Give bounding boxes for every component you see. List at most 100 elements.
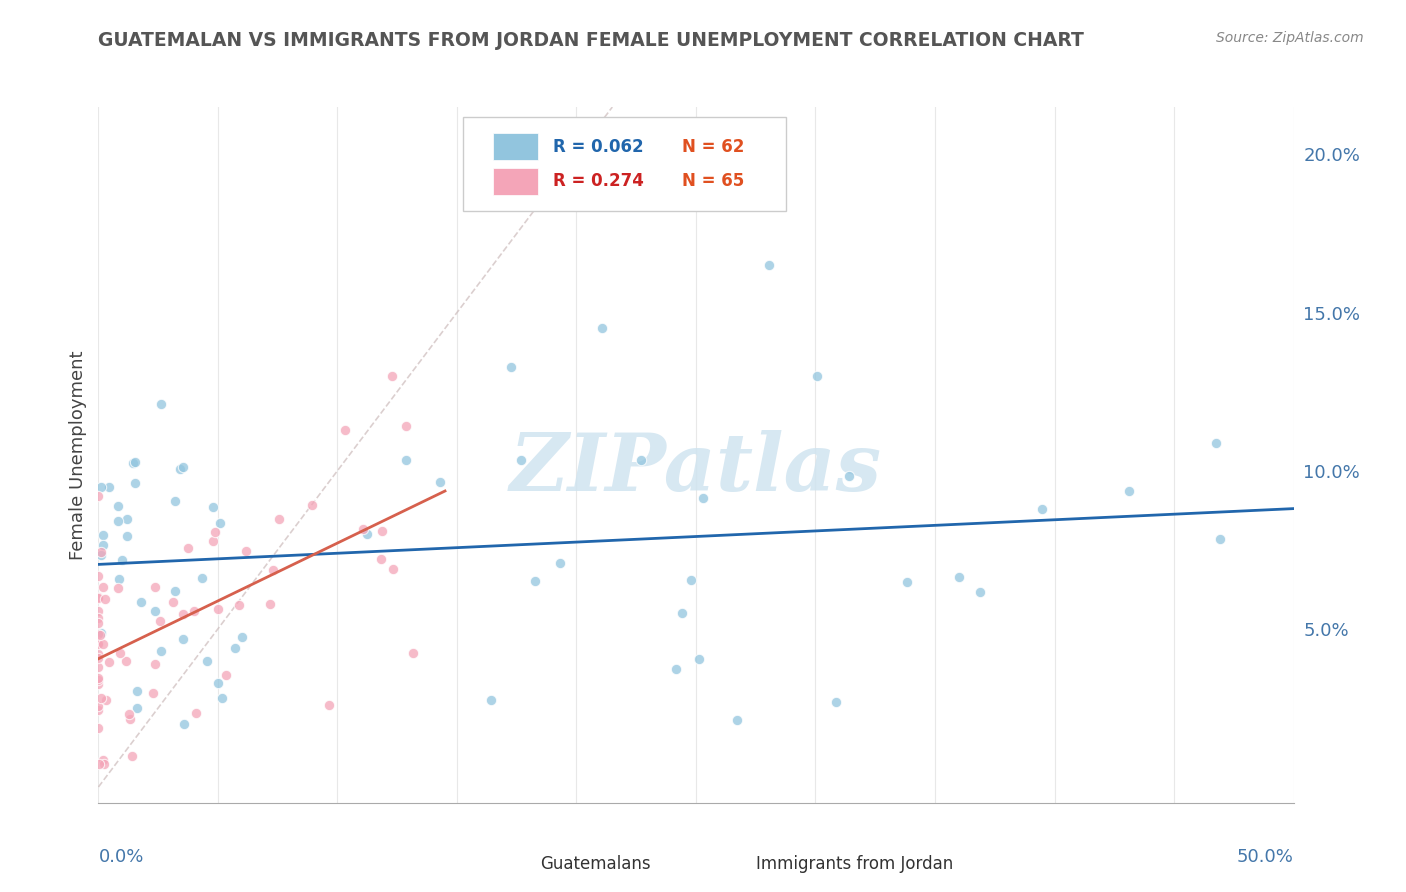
Point xyxy=(202,533,225,548)
Point xyxy=(107,572,129,586)
Point xyxy=(93,756,115,771)
Point xyxy=(177,541,200,555)
FancyBboxPatch shape xyxy=(494,854,531,874)
Point xyxy=(679,573,702,587)
Point xyxy=(208,516,231,531)
Point xyxy=(90,690,112,705)
Point xyxy=(352,522,374,536)
Point xyxy=(591,321,613,335)
Point xyxy=(94,693,117,707)
Point xyxy=(107,499,129,513)
Point xyxy=(382,562,405,576)
Point xyxy=(301,498,323,512)
Text: N = 65: N = 65 xyxy=(682,172,744,191)
Point xyxy=(121,456,143,470)
Point xyxy=(98,480,121,494)
Point xyxy=(142,686,165,700)
Point xyxy=(318,698,340,713)
Point xyxy=(87,721,110,735)
Point xyxy=(1205,436,1227,450)
Point xyxy=(87,603,110,617)
Point xyxy=(169,462,191,476)
Point xyxy=(114,654,136,668)
Point xyxy=(87,677,110,691)
Point xyxy=(224,640,246,655)
Point xyxy=(186,706,208,721)
Point xyxy=(87,699,110,714)
Point xyxy=(87,635,110,649)
Point xyxy=(87,757,110,772)
Point xyxy=(183,604,205,618)
Point xyxy=(235,544,257,558)
Point xyxy=(120,712,142,726)
Text: R = 0.062: R = 0.062 xyxy=(553,137,643,156)
Point xyxy=(202,500,225,514)
Point xyxy=(630,453,652,467)
Point xyxy=(758,258,780,272)
Point xyxy=(97,655,120,669)
Point xyxy=(121,749,143,764)
Point xyxy=(107,581,129,595)
Point xyxy=(143,604,166,618)
Point xyxy=(87,650,110,665)
Point xyxy=(91,753,114,767)
Point xyxy=(173,716,195,731)
Point xyxy=(370,524,392,538)
Point xyxy=(725,713,748,727)
Point xyxy=(143,657,166,671)
Point xyxy=(479,693,502,707)
Text: Source: ZipAtlas.com: Source: ZipAtlas.com xyxy=(1216,31,1364,45)
Point xyxy=(499,360,522,375)
Point xyxy=(89,628,111,642)
Point xyxy=(87,626,110,640)
Text: R = 0.274: R = 0.274 xyxy=(553,172,644,191)
Point xyxy=(89,545,111,559)
Point xyxy=(124,455,146,469)
Y-axis label: Female Unemployment: Female Unemployment xyxy=(69,351,87,559)
Point xyxy=(211,691,233,706)
Point xyxy=(110,553,132,567)
Point xyxy=(115,529,138,543)
Point xyxy=(90,548,112,562)
Text: Guatemalans: Guatemalans xyxy=(540,855,651,873)
Point xyxy=(87,591,110,605)
Point xyxy=(523,574,546,588)
Point xyxy=(117,512,139,526)
Point xyxy=(548,556,571,570)
FancyBboxPatch shape xyxy=(494,134,538,160)
Point xyxy=(172,459,194,474)
Point xyxy=(162,595,184,609)
Point xyxy=(262,563,284,577)
FancyBboxPatch shape xyxy=(709,854,747,874)
Point xyxy=(259,597,281,611)
Point xyxy=(150,397,173,411)
Point xyxy=(172,607,194,621)
Point xyxy=(90,626,112,640)
Point xyxy=(91,580,114,594)
Point xyxy=(87,569,110,583)
Point xyxy=(143,580,166,594)
Point xyxy=(124,476,146,491)
Point xyxy=(87,671,110,685)
Point xyxy=(91,528,114,542)
Point xyxy=(510,452,533,467)
Point xyxy=(381,368,404,383)
Point xyxy=(370,551,392,566)
Point xyxy=(838,468,860,483)
Point xyxy=(163,493,186,508)
Point xyxy=(87,591,110,605)
Point xyxy=(107,514,129,528)
Point xyxy=(1118,483,1140,498)
Point xyxy=(87,703,110,717)
Point xyxy=(207,676,229,690)
Point xyxy=(402,646,425,660)
Point xyxy=(87,660,110,674)
Point xyxy=(163,583,186,598)
Point xyxy=(824,695,846,709)
Text: GUATEMALAN VS IMMIGRANTS FROM JORDAN FEMALE UNEMPLOYMENT CORRELATION CHART: GUATEMALAN VS IMMIGRANTS FROM JORDAN FEM… xyxy=(98,31,1084,50)
Point xyxy=(127,700,149,714)
Point xyxy=(395,452,418,467)
Point xyxy=(87,489,110,503)
Point xyxy=(149,644,172,658)
Point xyxy=(94,592,117,607)
